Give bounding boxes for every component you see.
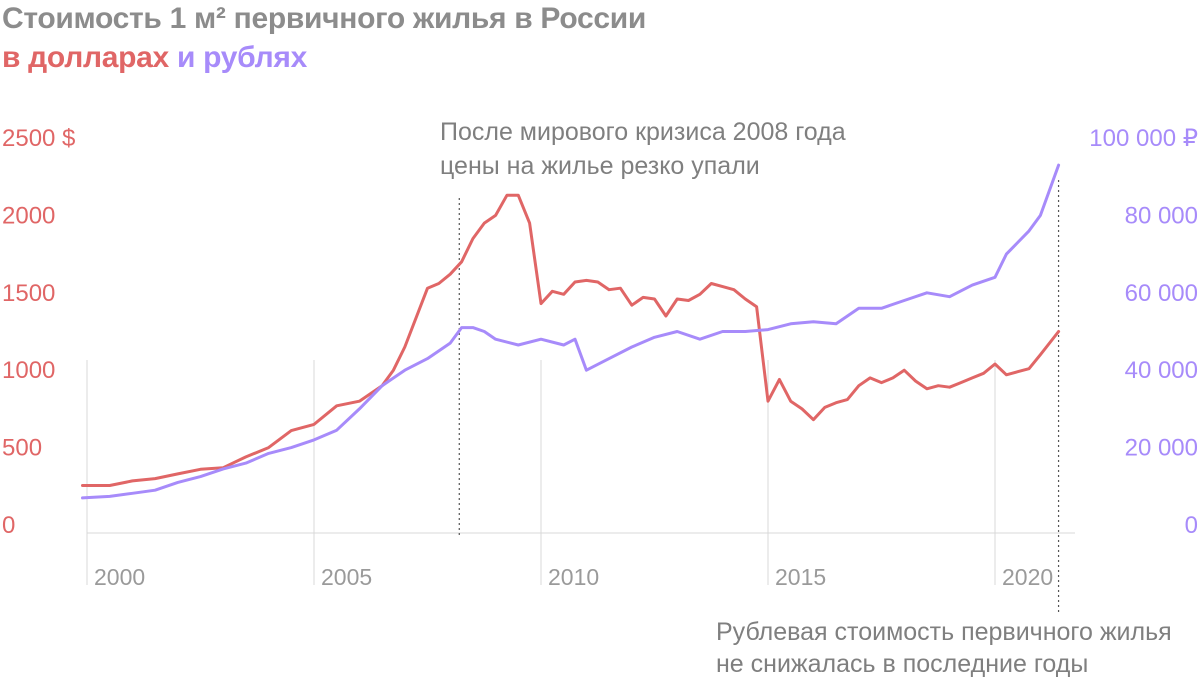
y-right-tick-label: 20 000 — [1125, 435, 1198, 462]
y-left-tick-label: 2500 $ — [2, 125, 75, 152]
y-left-tick-label: 2000 — [2, 202, 55, 229]
y-right-tick-label: 60 000 — [1125, 280, 1198, 307]
rub-price-line — [81, 163, 1061, 500]
x-tick-labels: 2000 2005 2010 2015 2020 — [94, 564, 1053, 590]
title-usd-label: в долларах — [2, 41, 169, 74]
reference-lines — [458, 180, 1060, 612]
chart-title: Стоимость 1 м² первичного жилья в России… — [2, 0, 646, 78]
annotation-recent: Рублевая стоимость первичного жилья не с… — [716, 618, 1172, 677]
title-line1: Стоимость 1 м² первичного жилья в России — [2, 2, 647, 35]
annotation-recent-line1: Рублевая стоимость первичного жилья — [716, 618, 1172, 646]
y-right-tick-labels: 0 20 000 40 000 60 000 80 000 100 000 ₽ — [1089, 125, 1198, 539]
usd-price-line — [81, 193, 1061, 487]
y-right-tick-label: 80 000 — [1125, 202, 1198, 229]
x-tick-label: 2000 — [94, 564, 145, 590]
title-rub-label: и рублях — [176, 41, 307, 74]
series-lines — [81, 163, 1061, 500]
y-left-tick-labels: 0 500 1000 1500 2000 2500 $ — [2, 125, 75, 539]
y-left-tick-label: 1500 — [2, 280, 55, 307]
annotation-recent-line2: не снижалась в последние годы — [716, 650, 1088, 677]
x-tick-label: 2010 — [548, 564, 599, 590]
y-left-tick-label: 0 — [2, 512, 15, 539]
y-left-tick-label: 1000 — [2, 357, 55, 384]
x-tick-label: 2015 — [775, 564, 826, 590]
title-line2: в долларах и рублях — [2, 38, 646, 78]
annotation-crisis: После мирового кризиса 2008 года цены на… — [440, 118, 846, 180]
annotation-crisis-line2: цены на жилье резко упали — [440, 152, 760, 180]
x-tick-label: 2020 — [1002, 564, 1053, 590]
y-left-tick-label: 500 — [2, 435, 42, 462]
y-right-tick-label: 40 000 — [1125, 357, 1198, 384]
grid-lines — [86, 360, 1075, 585]
y-right-tick-label: 0 — [1185, 512, 1198, 539]
annotation-crisis-line1: После мирового кризиса 2008 года — [440, 118, 846, 146]
y-right-tick-label: 100 000 ₽ — [1089, 125, 1198, 152]
x-tick-label: 2005 — [321, 564, 372, 590]
